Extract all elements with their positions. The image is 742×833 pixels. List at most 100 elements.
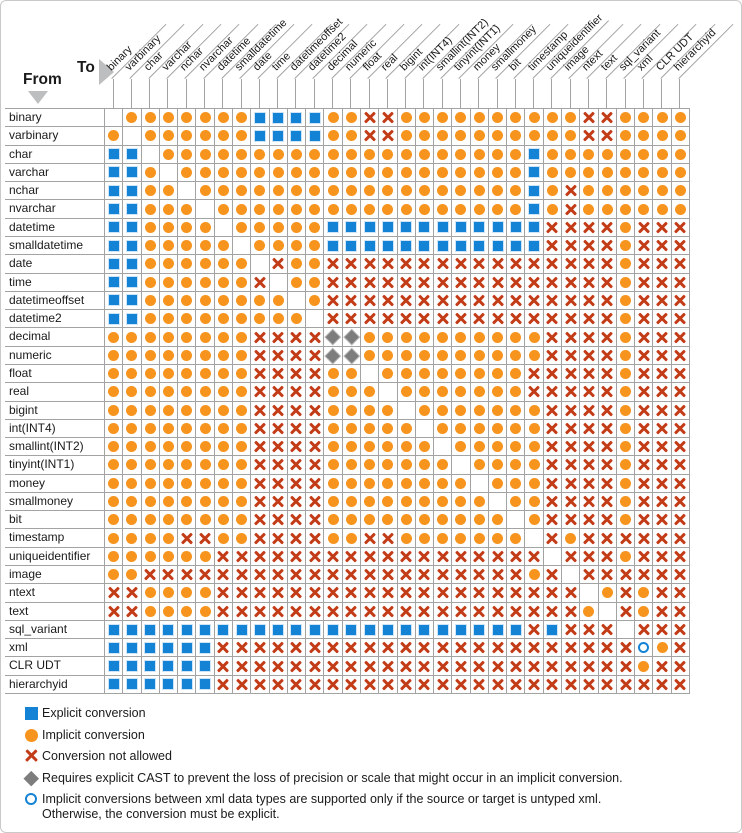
implicit-circle-icon [236, 148, 248, 160]
implicit-circle-icon [181, 276, 193, 288]
not-allowed-x-icon [601, 623, 614, 636]
matrix-cell [342, 511, 361, 530]
explicit-square-icon [236, 624, 247, 635]
not-allowed-x-icon [546, 641, 559, 654]
matrix-cell [159, 383, 179, 402]
implicit-circle-icon [620, 368, 632, 380]
implicit-circle-icon [674, 166, 686, 178]
matrix-cell [379, 474, 398, 493]
implicit-circle-icon [620, 514, 632, 526]
matrix-cell [178, 401, 197, 420]
matrix-cell [488, 584, 508, 603]
row-label: image [5, 566, 104, 585]
implicit-circle-icon [492, 203, 504, 215]
matrix-cell [141, 438, 160, 457]
matrix-cell [123, 529, 142, 548]
implicit-circle-icon [382, 441, 394, 453]
not-allowed-x-icon [308, 349, 321, 362]
matrix-cell [488, 109, 508, 128]
matrix-cell [269, 127, 288, 146]
not-allowed-x-icon [564, 239, 577, 252]
matrix-cell [306, 566, 325, 585]
not-allowed-x-icon [564, 678, 577, 691]
matrix-cell [324, 255, 343, 274]
matrix-cell [525, 200, 544, 219]
not-allowed-x-icon [601, 111, 614, 124]
matrix-cell [269, 328, 288, 347]
matrix-cell [324, 218, 343, 237]
implicit-circle-icon [437, 459, 449, 471]
matrix-cell [525, 529, 544, 548]
implicit-circle-icon [199, 294, 211, 306]
not-allowed-x-icon [637, 440, 650, 453]
matrix-cell [251, 511, 270, 530]
implicit-circle-icon [309, 203, 321, 215]
implicit-circle-icon [418, 130, 430, 142]
not-allowed-x-icon [491, 276, 504, 289]
implicit-circle-icon [144, 386, 156, 398]
implicit-circle-icon [437, 203, 449, 215]
implicit-circle-icon [327, 130, 339, 142]
implicit-circle-icon [162, 148, 174, 160]
implicit-circle-icon [620, 185, 632, 197]
not-allowed-x-icon [564, 513, 577, 526]
explicit-square-icon [200, 642, 211, 653]
matrix-cell [653, 218, 672, 237]
matrix-cell [105, 127, 124, 146]
implicit-circle-icon [638, 203, 650, 215]
matrix-cell [251, 127, 270, 146]
not-allowed-x-icon [656, 349, 669, 362]
implicit-circle-icon [144, 477, 156, 489]
matrix-cell [159, 511, 179, 530]
row-label: float [5, 365, 104, 384]
matrix-cell [342, 401, 361, 420]
not-allowed-x-icon [327, 568, 340, 581]
implicit-circle-icon [455, 331, 467, 343]
matrix-cell [287, 492, 307, 512]
not-allowed-x-icon [308, 532, 321, 545]
implicit-circle-icon [418, 477, 430, 489]
matrix-cell [251, 255, 270, 274]
implicit-circle-icon [528, 569, 540, 581]
not-allowed-x-icon [473, 312, 486, 325]
matrix-cell [251, 346, 270, 365]
implicit-circle-icon [162, 532, 174, 544]
matrix-cell [324, 419, 343, 439]
matrix-cell [324, 291, 343, 311]
matrix-cell [598, 474, 617, 493]
not-allowed-x-icon [454, 294, 467, 307]
matrix-cell [342, 163, 361, 183]
column-tick-line [606, 79, 608, 108]
matrix-cell [159, 218, 179, 237]
implicit-circle-icon [382, 404, 394, 416]
implicit-circle-icon [437, 368, 449, 380]
matrix-cell [360, 182, 380, 201]
implicit-circle-icon [181, 550, 193, 562]
matrix-cell [415, 620, 435, 640]
matrix-cell [379, 584, 398, 603]
matrix-cell [123, 236, 142, 256]
explicit-square-icon [364, 624, 375, 635]
matrix-cell [232, 310, 252, 329]
matrix-cell [525, 657, 544, 676]
matrix-cell [105, 438, 124, 457]
matrix-cell [342, 182, 361, 201]
matrix-cell [360, 364, 380, 384]
matrix-cell [470, 474, 489, 493]
matrix-cell [616, 255, 636, 274]
explicit-square-icon [547, 624, 558, 635]
matrix-cell [397, 492, 416, 512]
matrix-cell [269, 109, 288, 128]
implicit-circle-icon [199, 331, 211, 343]
matrix-cell [452, 163, 471, 183]
matrix-cell [196, 474, 215, 493]
matrix-cell [269, 511, 288, 530]
matrix-cell [105, 145, 124, 164]
implicit-circle-icon [364, 349, 376, 361]
matrix-cell [543, 675, 563, 694]
not-allowed-x-icon [546, 239, 559, 252]
not-allowed-x-icon [582, 678, 595, 691]
implicit-circle-icon [418, 386, 430, 398]
row-label: char [5, 146, 104, 164]
implicit-circle-icon [309, 276, 321, 288]
